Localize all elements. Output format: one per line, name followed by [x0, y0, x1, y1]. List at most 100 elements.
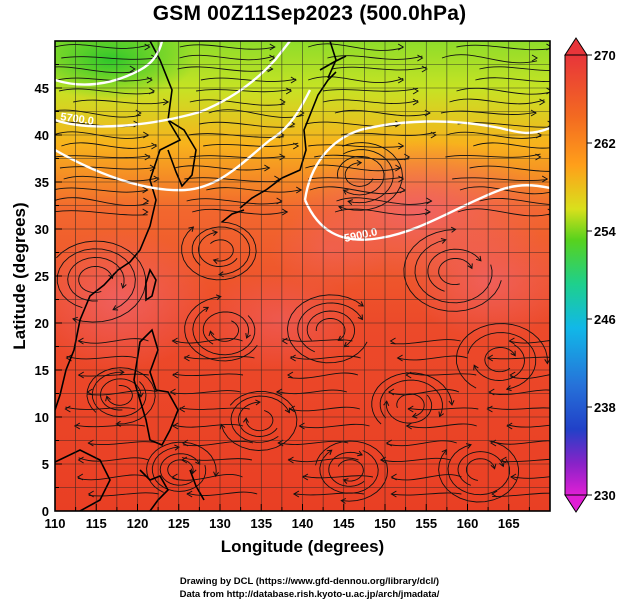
colorbar: 270 262 254 246 238 230 [564, 37, 616, 513]
streamline [297, 302, 363, 353]
streamline [385, 394, 433, 424]
streamline-arrow [171, 473, 178, 481]
streamline-arrow [424, 208, 431, 216]
streamline-arrow [290, 76, 297, 84]
streamline [473, 142, 550, 149]
streamline [56, 77, 152, 82]
streamline-arrow [279, 98, 286, 106]
streamline-arrow [169, 388, 176, 396]
streamline-arrow [475, 255, 482, 262]
streamline [179, 54, 275, 61]
streamline [299, 423, 370, 429]
streamline [198, 231, 238, 267]
streamline [203, 142, 299, 147]
y-tick-label: 10 [35, 410, 49, 425]
streamline-arrow [530, 109, 537, 117]
streamline [449, 98, 545, 105]
x-tick-label: 145 [333, 516, 355, 531]
streamline [88, 492, 159, 497]
y-tick-label: 25 [35, 269, 49, 284]
streamline-arrow [510, 350, 516, 357]
streamline [181, 457, 253, 461]
streamline [315, 318, 346, 341]
streamline [484, 347, 516, 373]
streamline-arrow [144, 153, 151, 161]
streamline-arrow [292, 142, 300, 150]
streamline-arrow [379, 456, 387, 464]
streamline [172, 338, 243, 344]
grid-lines [55, 41, 550, 511]
streamline-arrow [215, 294, 222, 301]
y-tick-label: 15 [35, 363, 49, 378]
streamline-arrow [281, 208, 289, 216]
streamline [302, 475, 374, 479]
streamline [501, 458, 550, 463]
streamline-arrow [119, 369, 125, 376]
streamline-arrow [390, 473, 397, 481]
streamline-arrow [143, 197, 150, 205]
streamline-arrow [269, 43, 276, 51]
streamline [487, 406, 550, 410]
streamline-arrow [500, 456, 507, 464]
streamline [199, 121, 295, 128]
streamline [88, 441, 159, 446]
streamline-arrow [288, 405, 296, 413]
streamline-arrow [172, 371, 179, 379]
streamline-arrow [326, 449, 333, 455]
streamline-arrow [510, 473, 517, 481]
streamline [344, 162, 374, 187]
streamline [371, 372, 453, 425]
streamline-arrow [105, 395, 111, 402]
streamline-arrow [298, 109, 305, 117]
streamline-arrow [560, 165, 565, 171]
streamline [408, 407, 479, 411]
streamline [475, 77, 550, 82]
streamline-arrow [357, 314, 363, 321]
streamline-arrow [490, 439, 497, 447]
streamline [184, 296, 258, 362]
streamline [469, 165, 550, 172]
streamline-arrow [491, 490, 498, 498]
streamline-arrow [399, 186, 406, 194]
streamline [55, 66, 135, 74]
streamline-arrow [358, 301, 364, 307]
streamline [386, 440, 457, 447]
streamline-arrow [146, 76, 153, 84]
streamline [202, 311, 250, 345]
streamline-arrow [301, 473, 309, 481]
streamline-arrow [73, 422, 81, 430]
colorbar-bottom-arrow [564, 494, 588, 513]
streamline [56, 240, 146, 323]
streamline-arrow [546, 43, 550, 51]
streamline-arrow [387, 388, 395, 396]
streamline [78, 457, 149, 462]
streamline [336, 197, 432, 205]
streamline [455, 323, 548, 389]
streamline [91, 371, 147, 417]
streamline [331, 66, 427, 71]
streamline-arrow [242, 417, 249, 423]
streamline [438, 440, 520, 503]
streamline-arrow [245, 333, 251, 339]
streamline-arrow [412, 87, 419, 95]
y-tick-label: 20 [35, 316, 49, 331]
streamline [465, 458, 496, 481]
streamline [66, 355, 137, 360]
streamline [189, 155, 285, 159]
streamline [276, 389, 348, 395]
y-tick-label: 30 [35, 222, 49, 237]
streamline [78, 373, 149, 377]
streamline-arrow [407, 405, 414, 413]
streamline [452, 177, 548, 181]
x-tick-label: 135 [250, 516, 272, 531]
credit-drawing: Drawing by DCL (https://www.gfd-dennou.o… [179, 576, 440, 587]
streamline-arrow [405, 371, 412, 379]
streamline-arrow [87, 439, 94, 447]
contour-label: 5700.0 [60, 111, 95, 128]
streamline-arrow [390, 490, 397, 498]
streamline [390, 339, 461, 345]
y-tick-label: 35 [35, 175, 49, 190]
streamline [438, 258, 473, 286]
x-tick-label: 140 [292, 516, 314, 531]
colorbar-tick-label: 262 [594, 136, 616, 151]
